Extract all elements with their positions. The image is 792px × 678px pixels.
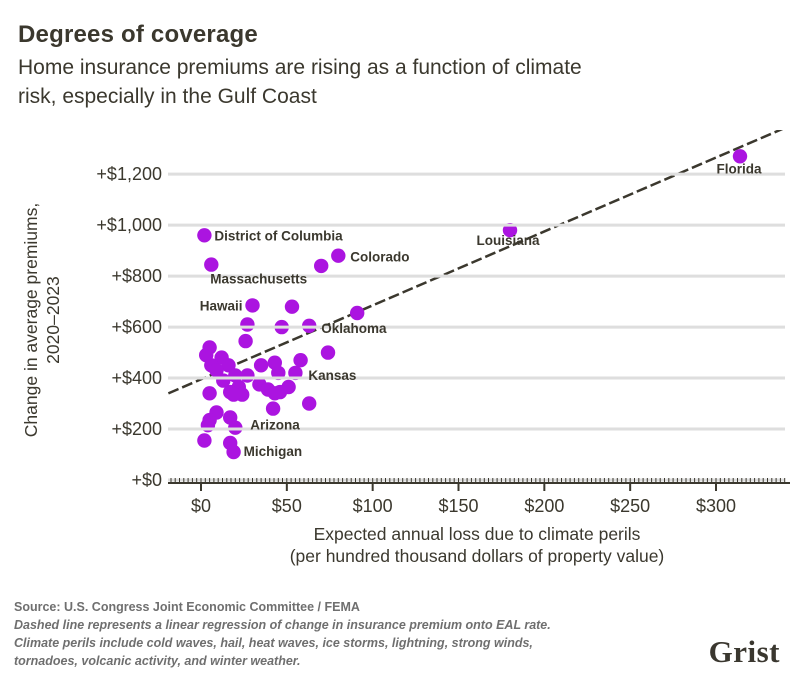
data-point-michigan (226, 444, 241, 460)
gridlines (168, 172, 785, 482)
svg-text:$250: $250 (610, 496, 650, 516)
svg-text:+$200: +$200 (111, 419, 162, 439)
chart-header: Degrees of coverage Home insurance premi… (0, 0, 792, 111)
svg-text:+$800: +$800 (111, 266, 162, 286)
data-point-colorado (331, 248, 346, 263)
note-line-2: Climate perils include cold waves, hail,… (14, 636, 533, 650)
data-point (240, 317, 255, 332)
data-point-louisiana (502, 223, 518, 238)
note-line-3: tornadoes, volcanic activity, and winter… (14, 654, 301, 668)
data-point-hawaii (245, 298, 260, 313)
data-point (314, 258, 329, 274)
svg-text:$100: $100 (353, 496, 393, 516)
x-axis-title: Expected annual loss due to climate peri… (290, 524, 665, 566)
svg-text:+$600: +$600 (111, 317, 162, 337)
data-point (284, 299, 300, 314)
data-point (221, 358, 236, 373)
point-label-michigan: Michigan (244, 444, 303, 459)
data-point (253, 358, 269, 373)
svg-text:+$1,200: +$1,200 (96, 164, 162, 184)
point-label-arizona: Arizona (250, 418, 300, 433)
point-label-louisiana: Louisiana (476, 233, 540, 248)
chart-footer: Source: U.S. Congress Joint Economic Com… (0, 592, 792, 678)
point-label-florida: Florida (716, 161, 761, 176)
svg-text:Expected annual loss due to cl: Expected annual loss due to climate peri… (314, 524, 641, 544)
point-label-colorado: Colorado (350, 250, 409, 265)
svg-text:$300: $300 (696, 496, 736, 516)
scatter-chart: $0 $50 $100 $150 $200 $250 $300+$0+$200+$400+$… (21, 130, 790, 566)
data-point-florida (732, 149, 748, 164)
x-tick-labels: $0 $50 $100 $150 $200 $250 $300 (191, 496, 736, 516)
data-point (265, 401, 281, 416)
subtitle-line-1: Home insurance premiums are rising as a … (18, 56, 582, 80)
y-tick-labels: +$0 +$200 +$400 +$600 +$800 +$1,000 +$1,200 (96, 164, 162, 490)
grist-logo: Grist (708, 634, 780, 669)
svg-text:2020–2023: 2020–2023 (43, 276, 63, 364)
data-point (240, 368, 255, 383)
svg-text:+$0: +$0 (131, 470, 162, 490)
y-axis-title: Change in average premiums, 2020–2023 (21, 203, 63, 437)
x-axis (168, 478, 790, 491)
point-label-hawaii: Hawaii (200, 298, 243, 313)
svg-text:+$400: +$400 (111, 368, 162, 388)
source-line: Source: U.S. Congress Joint Economic Com… (14, 600, 360, 614)
svg-text:$200: $200 (524, 496, 564, 516)
svg-text:Change in average premiums,: Change in average premiums, (21, 203, 41, 437)
data-point (238, 333, 253, 349)
svg-text:$150: $150 (438, 496, 478, 516)
svg-text:+$1,000: +$1,000 (96, 215, 162, 235)
data-point (226, 387, 241, 402)
point-label-kansas: Kansas (308, 368, 356, 383)
point-label-oklahoma: Oklahoma (321, 321, 387, 336)
svg-text:(per hundred thousand dollars: (per hundred thousand dollars of propert… (290, 546, 665, 566)
data-point-kansas (288, 365, 303, 381)
data-point-district-of-columbia (197, 228, 212, 243)
data-point (350, 305, 365, 321)
data-point (202, 386, 217, 401)
point-labels: Florida Louisiana District of Columbia Colo… (200, 161, 762, 459)
svg-text:$0: $0 (191, 496, 211, 516)
data-points (197, 149, 748, 460)
data-point (209, 363, 224, 378)
subtitle-line-2: risk, especially in the Gulf Coast (18, 84, 317, 108)
data-point (293, 353, 308, 368)
data-point (197, 433, 212, 448)
data-point (271, 365, 286, 381)
svg-text:$50: $50 (272, 496, 302, 516)
point-label-massachusetts: Massachusetts (210, 272, 307, 287)
point-label-district-of-columbia: District of Columbia (214, 228, 343, 243)
data-point (302, 396, 317, 411)
data-point-massachusetts (204, 257, 219, 272)
regression-line (167, 130, 784, 395)
note-line-1: Dashed line represents a linear regressi… (14, 618, 551, 632)
data-point (267, 386, 282, 401)
chart-subtitle: Home insurance premiums are rising as a … (18, 54, 772, 111)
data-point (320, 345, 336, 360)
chart-title: Degrees of coverage (18, 21, 258, 48)
